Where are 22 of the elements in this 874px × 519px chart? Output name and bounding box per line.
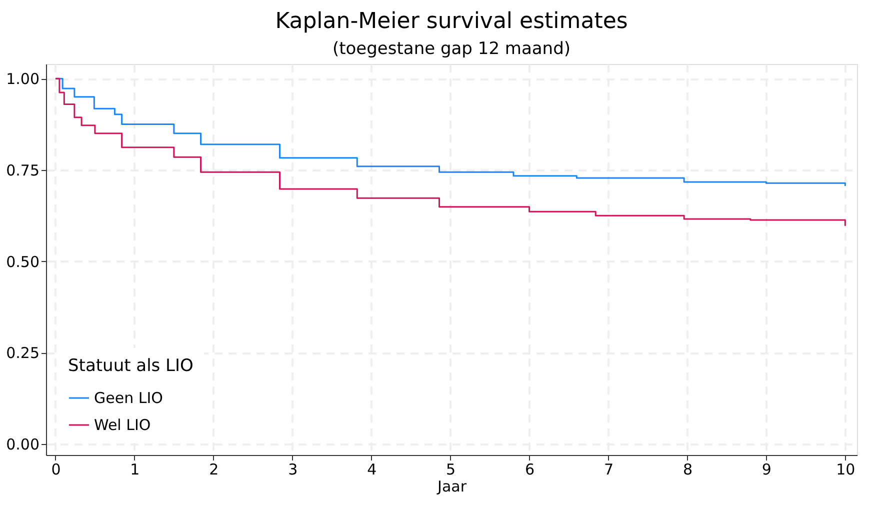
x-tick-label: 6: [525, 460, 535, 478]
x-axis-title: Jaar: [436, 478, 468, 496]
x-tick-label: 3: [288, 460, 298, 478]
y-tick-label: 0.50: [6, 252, 40, 271]
x-tick-label: 8: [682, 460, 692, 478]
x-tick-label: 7: [604, 460, 614, 478]
x-tick-label: 0: [51, 460, 61, 478]
chart-title: Kaplan-Meier survival estimates: [275, 9, 628, 34]
y-tick-label: 1.00: [6, 70, 40, 88]
legend-label: Wel LIO: [94, 416, 151, 434]
y-tick-label: 0.00: [6, 436, 40, 454]
legend-title: Statuut als LIO: [68, 356, 194, 376]
y-tick-label: 0.25: [6, 344, 40, 362]
x-tick-label: 9: [762, 460, 772, 478]
x-tick-label: 4: [367, 460, 377, 478]
x-tick-label: 10: [836, 460, 856, 478]
legend-label: Geen LIO: [94, 389, 163, 407]
x-tick-label: 1: [130, 460, 140, 478]
chart-subtitle: (toegestane gap 12 maand): [332, 39, 571, 59]
x-tick-label: 5: [446, 460, 456, 478]
y-tick-label: 0.75: [6, 161, 40, 180]
x-tick-label: 2: [209, 460, 219, 478]
